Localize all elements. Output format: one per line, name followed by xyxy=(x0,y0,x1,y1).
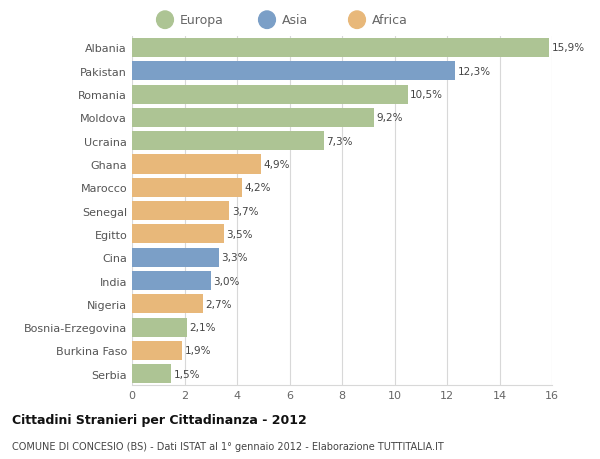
Bar xyxy=(132,62,455,81)
Text: Cittadini Stranieri per Cittadinanza - 2012: Cittadini Stranieri per Cittadinanza - 2… xyxy=(12,413,307,426)
Text: Asia: Asia xyxy=(282,14,308,27)
Text: 3,0%: 3,0% xyxy=(214,276,240,286)
Bar xyxy=(132,155,260,174)
Bar xyxy=(132,109,373,128)
Bar xyxy=(132,248,218,267)
Bar xyxy=(132,85,407,104)
Text: 4,2%: 4,2% xyxy=(245,183,271,193)
Bar xyxy=(132,179,242,197)
Text: 1,5%: 1,5% xyxy=(174,369,200,379)
Bar xyxy=(132,132,323,151)
Text: 10,5%: 10,5% xyxy=(410,90,443,100)
Text: 2,7%: 2,7% xyxy=(205,299,232,309)
Text: 3,3%: 3,3% xyxy=(221,252,248,263)
Bar xyxy=(132,341,182,360)
Text: Africa: Africa xyxy=(372,14,408,27)
Bar xyxy=(132,318,187,337)
Text: 9,2%: 9,2% xyxy=(376,113,403,123)
Text: 1,9%: 1,9% xyxy=(185,346,211,356)
Bar xyxy=(132,271,211,291)
Bar xyxy=(132,39,550,58)
Text: 15,9%: 15,9% xyxy=(552,43,585,53)
Text: 3,5%: 3,5% xyxy=(227,230,253,240)
Bar xyxy=(132,295,203,313)
Text: 2,1%: 2,1% xyxy=(190,322,216,332)
Text: 12,3%: 12,3% xyxy=(458,67,491,77)
Bar xyxy=(132,364,172,383)
Bar xyxy=(132,225,224,244)
Text: 3,7%: 3,7% xyxy=(232,206,258,216)
Bar xyxy=(132,202,229,221)
Text: Europa: Europa xyxy=(180,14,224,27)
Text: COMUNE DI CONCESIO (BS) - Dati ISTAT al 1° gennaio 2012 - Elaborazione TUTTITALI: COMUNE DI CONCESIO (BS) - Dati ISTAT al … xyxy=(12,441,444,451)
Text: 4,9%: 4,9% xyxy=(263,160,290,170)
Text: 7,3%: 7,3% xyxy=(326,136,353,146)
